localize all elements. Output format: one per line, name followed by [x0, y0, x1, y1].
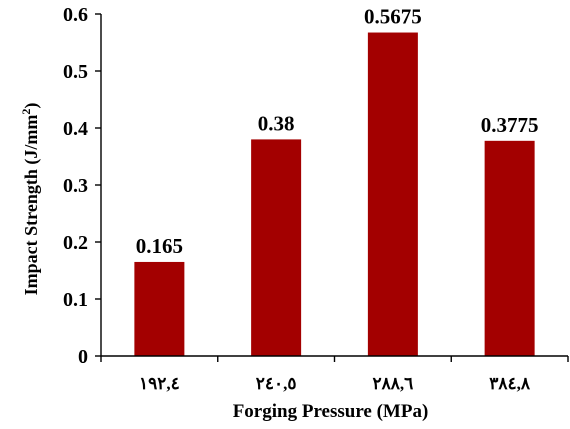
y-axis-title-main: Impact Strength (J/mm: [21, 115, 42, 296]
x-axis-title: Forging Pressure (MPa): [233, 401, 429, 422]
x-tick-label: ١٩٢,٤: [139, 374, 180, 393]
x-ticks-group: ١٩٢,٤ ٢٤٠,٥ ٢٨٨,٦ ٣٨٤,٨: [100, 356, 569, 393]
data-label: 0.165: [136, 234, 183, 258]
y-tick-label: 0.3: [63, 175, 88, 197]
bars-group: [134, 32, 535, 357]
bar: [367, 32, 418, 357]
y-axis-title: Impact Strength (J/mm2): [19, 103, 42, 296]
y-tick-label: 0.2: [63, 232, 88, 254]
bar: [251, 139, 302, 356]
y-tick-label: 0.4: [63, 118, 88, 140]
bar: [134, 261, 185, 356]
data-label: 0.3775: [481, 113, 539, 137]
y-tick-label: 0.6: [63, 4, 88, 26]
data-labels-group: 0.165 0.38 0.5675 0.3775: [136, 5, 539, 258]
y-axis-title-close: ): [21, 103, 42, 109]
bar: [484, 140, 535, 356]
y-ticks-group: 0 0.1 0.2 0.3 0.4 0.5 0.6: [63, 4, 101, 368]
data-label: 0.5675: [364, 5, 422, 29]
y-tick-label: 0.5: [63, 61, 88, 83]
x-tick-label: ٢٤٠,٥: [256, 374, 297, 393]
y-axis-title-superscript: 2: [19, 109, 33, 115]
y-tick-label: 0.1: [63, 289, 88, 311]
data-label: 0.38: [258, 111, 295, 135]
x-tick-label: ٢٨٨,٦: [372, 374, 413, 393]
y-tick-label: 0: [78, 346, 88, 368]
x-tick-label: ٣٨٤,٨: [489, 374, 531, 393]
